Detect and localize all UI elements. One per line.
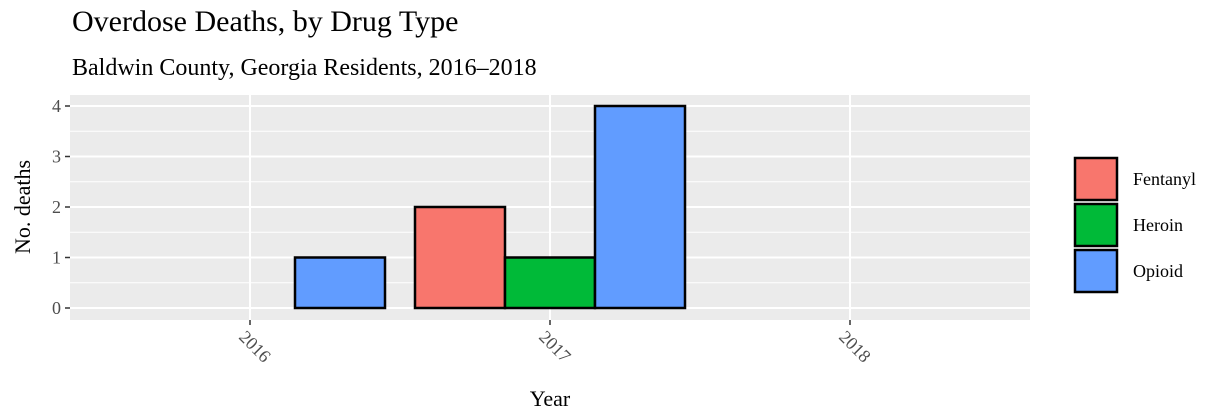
- legend-label-heroin: Heroin: [1133, 215, 1183, 235]
- x-tick-label: 2018: [835, 327, 875, 367]
- grid-lines: [70, 95, 1030, 320]
- y-tick-label: 3: [52, 147, 61, 167]
- y-tick-label: 2: [52, 197, 61, 217]
- chart-title: Overdose Deaths, by Drug Type: [72, 5, 459, 38]
- y-tick-label: 1: [52, 248, 61, 268]
- legend-label-opioid: Opioid: [1133, 261, 1183, 281]
- chart-subtitle: Baldwin County, Georgia Residents, 2016–…: [72, 55, 537, 81]
- bar-heroin-2017: [503, 256, 597, 310]
- bar-opioid-2016: [293, 256, 387, 310]
- legend: Fentanyl Heroin Opioid: [1073, 156, 1196, 294]
- x-tick-label: 2016: [235, 327, 275, 367]
- bars: [293, 104, 687, 310]
- y-axis-title: No. deaths: [10, 160, 35, 254]
- y-tick-label: 4: [52, 96, 61, 116]
- x-axis-title: Year: [530, 386, 571, 411]
- legend-label-fentanyl: Fentanyl: [1133, 169, 1196, 189]
- legend-key-heroin: [1073, 202, 1119, 248]
- x-axis: 2016 2017 2018: [235, 320, 875, 366]
- x-tick-label: 2017: [535, 327, 575, 367]
- y-axis: 0 1 2 3 4: [52, 96, 70, 318]
- bar-opioid-2017: [593, 104, 687, 310]
- y-tick-label: 0: [52, 298, 61, 318]
- bar-fentanyl-2017: [413, 205, 507, 310]
- legend-key-opioid: [1073, 248, 1119, 294]
- legend-key-fentanyl: [1073, 156, 1119, 202]
